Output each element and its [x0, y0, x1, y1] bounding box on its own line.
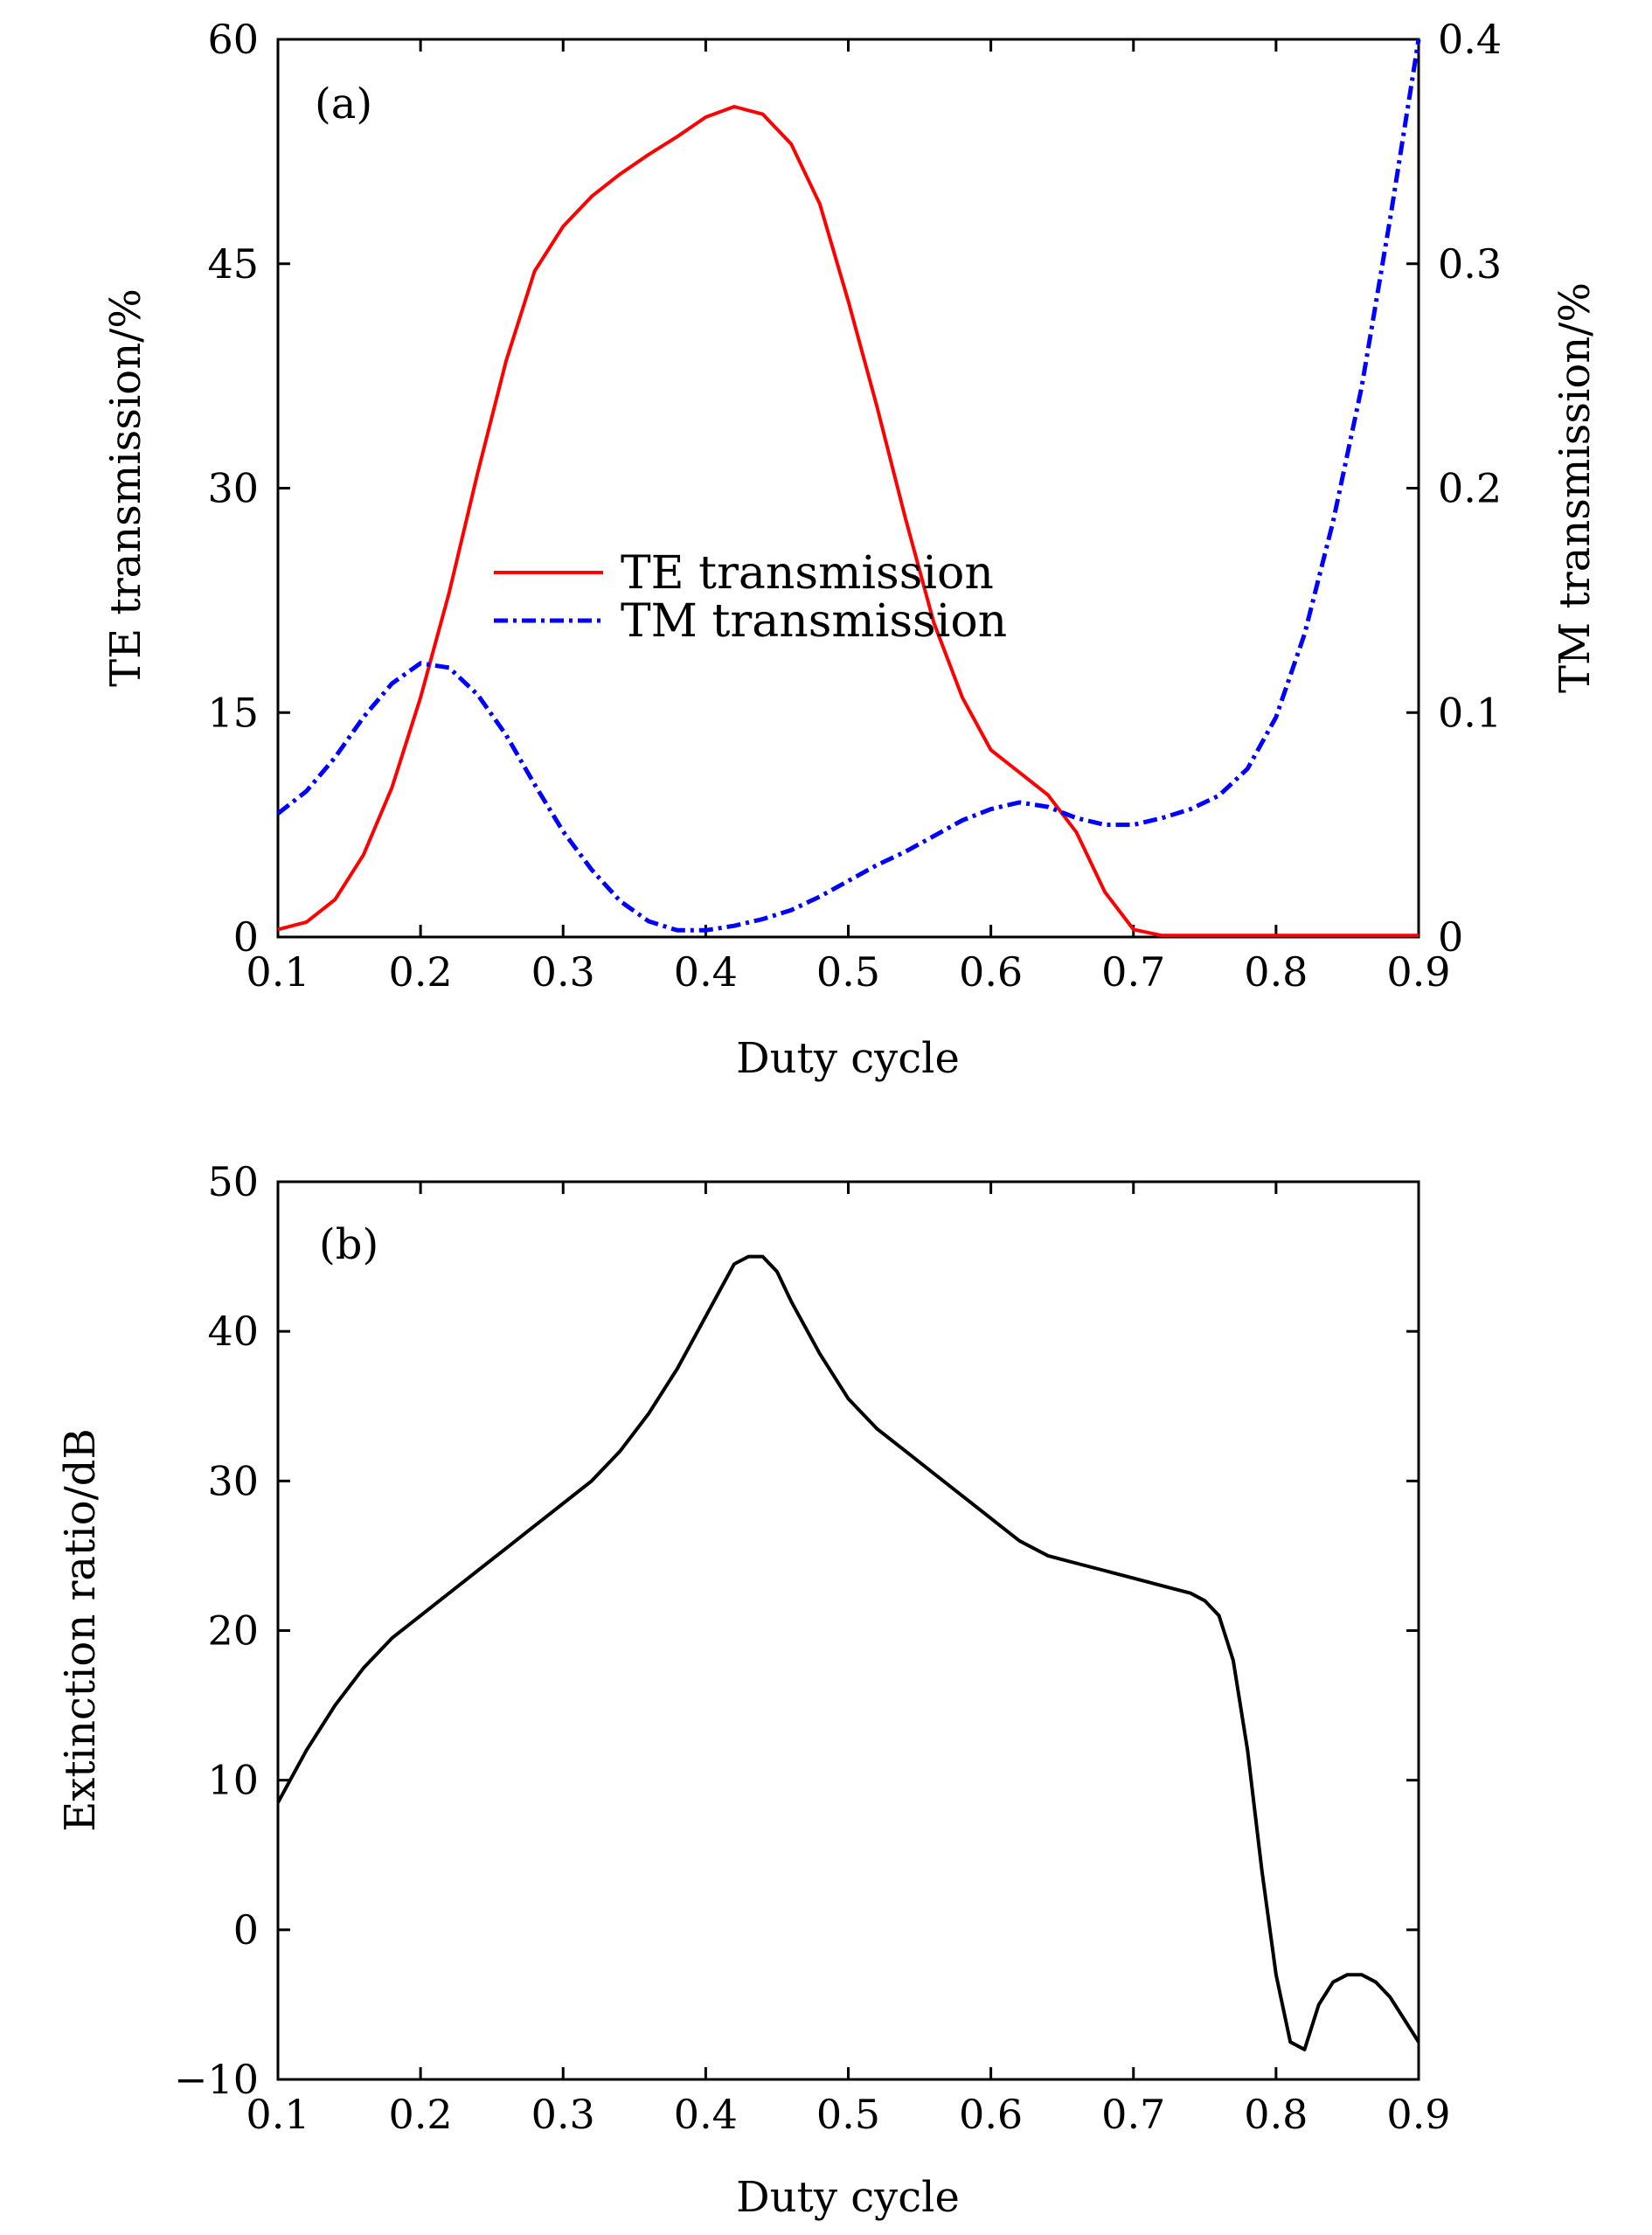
x-tick-label: 0.2 [389, 948, 453, 996]
panel-b-y-axis-label: Extinction ratio/dB [56, 1428, 105, 1832]
panel-a: (a) 0.1 0.2 0.3 0.4 0.5 0.6 0.7 0.8 0.9 0 15 30 45 6… [101, 16, 1600, 1083]
y-tick-label: 10 [207, 1757, 259, 1804]
panel-a-tag: (a) [315, 80, 372, 128]
x-tick-label: 0.7 [1101, 2091, 1165, 2138]
x-tick-label: 0.5 [816, 948, 880, 996]
series-line-te-transmission [277, 105, 1419, 938]
x-tick-label: 0.8 [1244, 948, 1308, 996]
y2-tick-label: 0 [1438, 913, 1463, 961]
panel-b-tag: (b) [319, 1220, 378, 1269]
x-tick-label: 0.2 [389, 2091, 453, 2138]
y-tick-label: −10 [174, 2056, 259, 2103]
x-tick-label: 0.7 [1101, 948, 1165, 996]
y-tick-label: 0 [233, 1906, 259, 1954]
y2-tick-label: 0.2 [1438, 465, 1502, 512]
panel-a-right-y-ticks: 0 0.1 0.2 0.3 0.4 [1406, 16, 1502, 961]
panel-a-x-axis-label: Duty cycle [736, 1034, 960, 1083]
x-tick-label: 0.1 [246, 948, 309, 996]
panel-b: (b) 0.1 0.2 0.3 0.4 0.5 0.6 0.7 0.8 0.9 −10 0 10 20… [56, 1158, 1451, 2222]
x-tick-label: 0.5 [816, 2091, 880, 2138]
y-tick-label: 30 [207, 465, 259, 512]
x-tick-label: 0.8 [1244, 2091, 1308, 2138]
y-tick-label: 0 [233, 913, 259, 961]
x-tick-label: 0.9 [1386, 2091, 1450, 2138]
x-tick-label: 0.9 [1386, 948, 1450, 996]
y-tick-label: 45 [207, 240, 259, 288]
y-tick-label: 40 [207, 1308, 259, 1355]
y-tick-label: 15 [207, 689, 259, 736]
x-tick-label: 0.4 [674, 2091, 738, 2138]
panel-b-x-ticks: 0.1 0.2 0.3 0.4 0.5 0.6 0.7 0.8 0.9 [246, 1182, 1451, 2138]
series-line-tm-transmission [276, 38, 1421, 933]
panel-a-left-y-ticks: 0 15 30 45 60 [207, 16, 290, 961]
panel-b-y-ticks: −10 0 10 20 30 40 50 [174, 1158, 1419, 2103]
series-line-extinction-ratio [276, 1254, 1420, 2051]
x-tick-label: 0.1 [246, 2091, 309, 2138]
panel-a-series [276, 38, 1421, 938]
panel-a-x-ticks: 0.1 0.2 0.3 0.4 0.5 0.6 0.7 0.8 0.9 [246, 39, 1451, 996]
x-tick-label: 0.6 [959, 2091, 1023, 2138]
panel-a-legend: TE transmission TM transmission [494, 547, 1007, 648]
x-tick-label: 0.4 [674, 948, 738, 996]
y2-tick-label: 0.3 [1438, 240, 1502, 288]
y-tick-label: 50 [207, 1158, 259, 1205]
y-tick-label: 30 [207, 1457, 259, 1504]
y-tick-label: 60 [207, 16, 259, 63]
panel-b-x-axis-label: Duty cycle [736, 2173, 960, 2222]
x-tick-label: 0.3 [531, 2091, 595, 2138]
panel-a-right-y-axis-label: TM transmission/% [1551, 282, 1600, 693]
legend-tm-label: TM transmission [621, 595, 1007, 648]
y-tick-label: 20 [207, 1607, 259, 1655]
panel-a-left-y-axis-label: TE transmission/% [101, 288, 150, 687]
panel-a-frame [276, 38, 1420, 939]
y2-tick-label: 0.1 [1438, 689, 1502, 736]
x-tick-label: 0.3 [531, 948, 595, 996]
panel-b-frame [276, 1180, 1420, 2081]
panel-b-series [276, 1254, 1420, 2051]
legend-te-label: TE transmission [621, 547, 994, 600]
y2-tick-label: 0.4 [1438, 16, 1502, 63]
x-tick-label: 0.6 [959, 948, 1023, 996]
